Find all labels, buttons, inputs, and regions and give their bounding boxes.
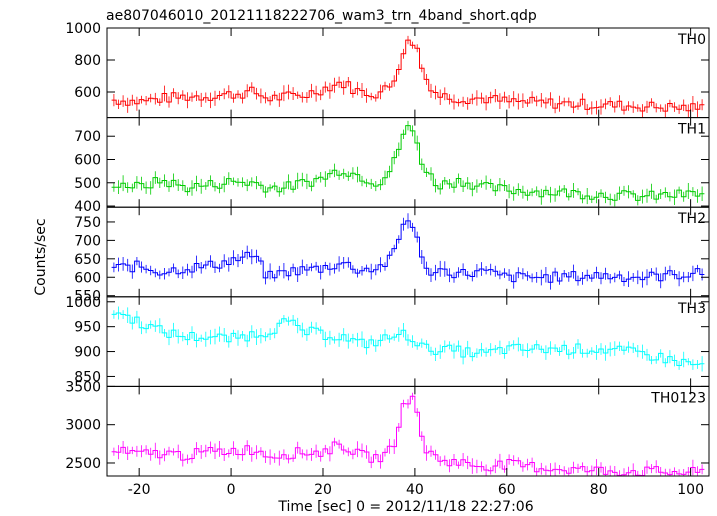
error-bars-th1 (113, 120, 703, 207)
panel-th0: 600 800 1000 TH0 (65, 21, 710, 119)
panel-th2: 550 600 650 700 750 TH2 (74, 206, 710, 305)
panel-frame (106, 385, 710, 477)
panel-label: TH3 (677, 301, 706, 317)
y-tick-label: 900 (74, 345, 101, 361)
panel-label: TH2 (677, 211, 706, 227)
y-tick-label: 500 (74, 176, 101, 192)
series-line-th3 (111, 312, 705, 366)
y-tick-label: 600 (74, 152, 101, 168)
y-tick-label: 850 (74, 369, 101, 385)
series-line-th0123 (111, 395, 705, 476)
x-tick-label: 80 (590, 482, 608, 498)
y-tick-label: 700 (74, 233, 101, 249)
series-line-th2 (111, 220, 705, 283)
panel-label: TH0123 (650, 390, 706, 406)
y-tick-label: 1000 (65, 295, 101, 311)
y-tick-label: 800 (74, 53, 101, 69)
y-tick-label: 2500 (65, 456, 101, 472)
x-tick-label: 100 (677, 482, 704, 498)
y-tick-label: 3500 (65, 379, 101, 395)
y-tick-label: 750 (74, 215, 101, 231)
error-bars-th2 (113, 213, 703, 290)
x-tick-label: 40 (406, 482, 424, 498)
panel-th3: 850 900 950 1000 TH3 (65, 295, 710, 387)
y-tick-label: 950 (74, 320, 101, 336)
chart-title: ae807046010_20121118222706_wam3_trn_4ban… (106, 8, 537, 24)
series-line-th1 (111, 125, 705, 201)
y-tick-label: 1000 (65, 21, 101, 37)
error-bars-th3 (113, 306, 703, 372)
y-tick-label: 650 (74, 252, 101, 268)
series-line-th0 (111, 39, 705, 112)
y-tick-label: 600 (74, 85, 101, 101)
x-tick-label: 60 (498, 482, 516, 498)
panel-th1: 400 500 600 700 TH1 (74, 117, 710, 215)
y-tick-label: 550 (74, 289, 101, 305)
panel-label: TH0 (677, 32, 706, 48)
y-tick-label: 700 (74, 129, 101, 145)
y-axis-label: Counts/sec (33, 218, 49, 295)
error-bars-th0 (113, 35, 703, 118)
x-tick-label: 0 (227, 482, 236, 498)
panel-label: TH1 (677, 122, 706, 138)
x-tick-label: 20 (314, 482, 332, 498)
panel-th0123: 2500 3000 3500 TH0123 -20 0 20 40 60 80 100 (65, 379, 710, 498)
x-tick-label: -20 (128, 482, 151, 498)
panel-frame (106, 117, 710, 208)
y-tick-label: 600 (74, 270, 101, 286)
y-tick-label: 400 (74, 199, 101, 215)
x-axis-label: Time [sec] 0 = 2012/11/18 22:27:06 (277, 499, 533, 515)
y-tick-label: 3000 (65, 418, 101, 434)
error-bars-th0123 (113, 392, 703, 476)
